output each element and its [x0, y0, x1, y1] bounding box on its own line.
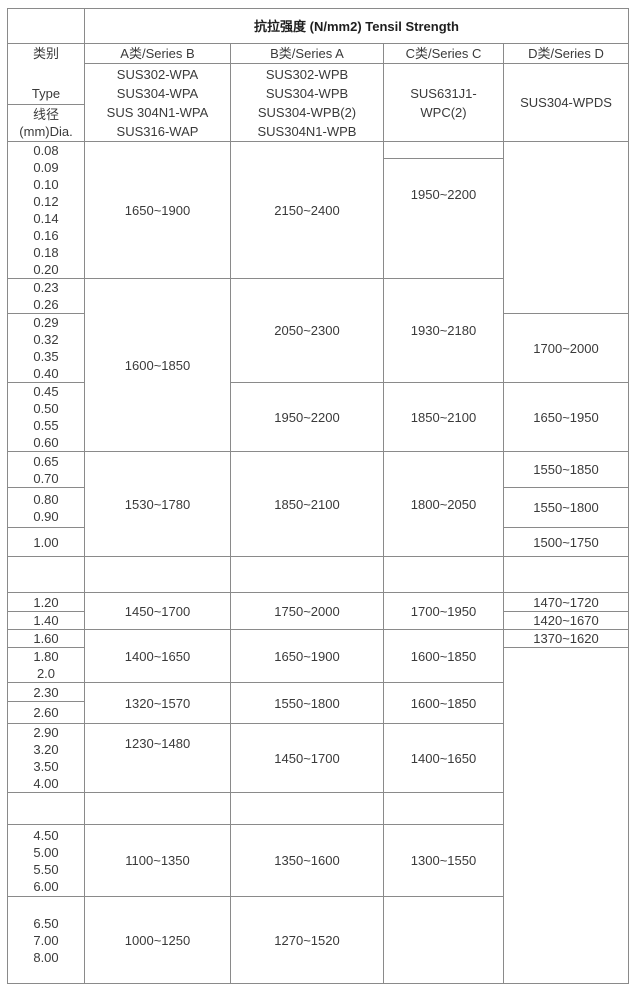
cell-c-045-060: 1850~2100 — [383, 382, 504, 452]
cell-a-450-600: 1100~1350 — [84, 824, 231, 897]
cell-c-008-020: 1950~2200 — [383, 158, 504, 279]
cell-c-160-200: 1600~1850 — [383, 629, 504, 683]
series-d-materials: SUS304-WPDS — [503, 63, 629, 142]
cell-dia-230: 2.30 — [7, 682, 85, 702]
corner-diameter-cell: 线径 (mm)Dia. — [7, 104, 85, 142]
cell-spacer — [7, 792, 85, 825]
series-d-header: D类/Series D — [503, 43, 629, 64]
cell-d-065-070: 1550~1850 — [503, 451, 629, 488]
cell-dia-450-600: 4.50 5.00 5.50 6.00 — [7, 824, 85, 897]
cell-spacer — [383, 556, 504, 593]
cell-dia-140: 1.40 — [7, 611, 85, 630]
series-b-materials: SUS302-WPB SUS304-WPB SUS304-WPB(2) SUS3… — [230, 63, 384, 142]
cell-dia-160: 1.60 — [7, 629, 85, 648]
cell-dia-290-400: 2.90 3.20 3.50 4.00 — [7, 723, 85, 793]
cell-spacer — [230, 556, 384, 593]
cell-d-empty-top — [503, 141, 629, 314]
series-a-materials: SUS302-WPA SUS304-WPA SUS 304N1-WPA SUS3… — [84, 63, 231, 142]
cell-b-045-060: 1950~2200 — [230, 382, 384, 452]
cell-a-230-260: 1320~1570 — [84, 682, 231, 724]
cell-c-290-400: 1400~1650 — [383, 723, 504, 793]
cell-c-230-260: 1600~1850 — [383, 682, 504, 724]
cell-b-160-200: 1650~1900 — [230, 629, 384, 683]
series-c-materials: SUS631J1- WPC(2) — [383, 63, 504, 142]
cell-d-100: 1500~1750 — [503, 527, 629, 557]
cell-dia-650-800: 6.50 7.00 8.00 — [7, 896, 85, 984]
cell-dia-065-070: 0.65 0.70 — [7, 451, 85, 488]
cell-b-023-040: 2050~2300 — [230, 278, 384, 383]
cell-c-empty-bottom — [383, 896, 504, 984]
cell-c-120-140: 1700~1950 — [383, 592, 504, 630]
cell-a-650-800: 1000~1250 — [84, 896, 231, 984]
table-title: 抗拉强度 (N/mm2) Tensil Strength — [84, 8, 629, 44]
cell-spacer — [503, 556, 629, 593]
cell-d-080-090: 1550~1800 — [503, 487, 629, 528]
cell-spacer — [7, 556, 85, 593]
cell-d-029-040: 1700~2000 — [503, 313, 629, 383]
tensile-strength-table-wrapper: 抗拉强度 (N/mm2) Tensil Strength 类别 Type A类/… — [7, 8, 629, 984]
cell-b-230-260: 1550~1800 — [230, 682, 384, 724]
cell-spacer — [383, 792, 504, 825]
corner-category-cell: 类别 Type — [7, 43, 85, 105]
corner-blank-cell — [7, 8, 85, 44]
cell-dia-045-060: 0.45 0.50 0.55 0.60 — [7, 382, 85, 452]
cell-dia-023-026: 0.23 0.26 — [7, 278, 85, 314]
cell-b-450-600: 1350~1600 — [230, 824, 384, 897]
cell-dia-260: 2.60 — [7, 701, 85, 724]
cell-spacer — [84, 556, 231, 593]
cell-d-045-060: 1650~1950 — [503, 382, 629, 452]
cell-b-290-400: 1450~1700 — [230, 723, 384, 793]
cell-spacer — [84, 792, 231, 825]
cell-c-065-100: 1800~2050 — [383, 451, 504, 557]
cell-c-empty-top — [383, 141, 504, 159]
cell-dia-008-020: 0.08 0.09 0.10 0.12 0.14 0.16 0.18 0.20 — [7, 141, 85, 279]
tensile-strength-table: 抗拉强度 (N/mm2) Tensil Strength 类别 Type A类/… — [7, 8, 629, 984]
cell-d-140: 1420~1670 — [503, 611, 629, 630]
cell-a-290-400: 1230~1480 — [84, 723, 231, 793]
cell-c-023-040: 1930~2180 — [383, 278, 504, 383]
cell-dia-180-200: 1.80 2.0 — [7, 647, 85, 683]
cell-b-120-140: 1750~2000 — [230, 592, 384, 630]
cell-dia-120: 1.20 — [7, 592, 85, 612]
cell-a-065-100: 1530~1780 — [84, 451, 231, 557]
cell-a-023-060: 1600~1850 — [84, 278, 231, 452]
cell-b-008-020: 2150~2400 — [230, 141, 384, 279]
cell-d-160: 1370~1620 — [503, 629, 629, 648]
series-b-header: B类/Series A — [230, 43, 384, 64]
cell-dia-100: 1.00 — [7, 527, 85, 557]
cell-b-650-800: 1270~1520 — [230, 896, 384, 984]
series-a-header: A类/Series B — [84, 43, 231, 64]
cell-dia-029-040: 0.29 0.32 0.35 0.40 — [7, 313, 85, 383]
series-c-header: C类/Series C — [383, 43, 504, 64]
cell-a-008-020: 1650~1900 — [84, 141, 231, 279]
cell-d-120: 1470~1720 — [503, 592, 629, 612]
cell-b-065-100: 1850~2100 — [230, 451, 384, 557]
cell-a-120-140: 1450~1700 — [84, 592, 231, 630]
cell-spacer — [230, 792, 384, 825]
cell-a-160-200: 1400~1650 — [84, 629, 231, 683]
cell-dia-080-090: 0.80 0.90 — [7, 487, 85, 528]
cell-d-empty-bottom — [503, 647, 629, 984]
cell-c-450-600: 1300~1550 — [383, 824, 504, 897]
